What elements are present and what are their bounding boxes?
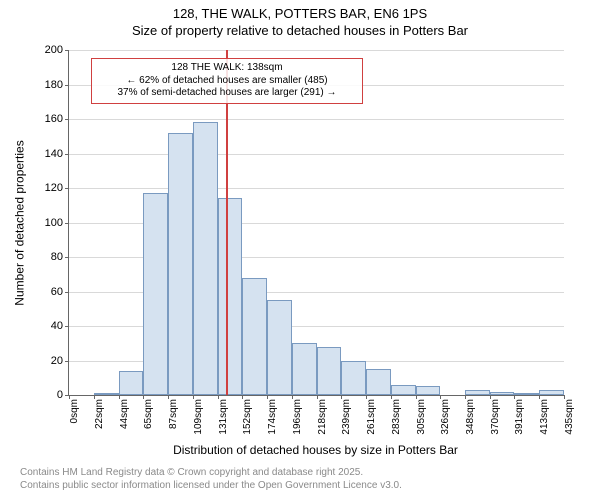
y-tick-label: 40 — [51, 320, 69, 332]
y-tick-label: 140 — [45, 148, 69, 160]
histogram-bar — [119, 371, 143, 395]
histogram-bar — [193, 122, 218, 395]
x-tick-label: 0sqm — [69, 395, 80, 423]
footer-line1: Contains HM Land Registry data © Crown c… — [20, 467, 402, 480]
x-tick-label: 239sqm — [341, 395, 352, 435]
x-tick-label: 348sqm — [465, 395, 476, 435]
x-axis-label: Distribution of detached houses by size … — [68, 443, 563, 457]
histogram-bar — [267, 300, 292, 395]
annotation-box: 128 THE WALK: 138sqm← 62% of detached ho… — [91, 58, 363, 104]
x-tick-label: 152sqm — [242, 395, 253, 435]
histogram-bar — [416, 386, 440, 395]
x-tick-label: 370sqm — [490, 395, 501, 435]
chart-footer: Contains HM Land Registry data © Crown c… — [20, 467, 402, 492]
annotation-line2: ← 62% of detached houses are smaller (48… — [98, 75, 356, 88]
x-tick-label: 218sqm — [317, 395, 328, 435]
y-tick-label: 180 — [45, 79, 69, 91]
x-tick-label: 326sqm — [440, 395, 451, 435]
annotation-line1: 128 THE WALK: 138sqm — [98, 62, 356, 75]
histogram-bar — [366, 369, 391, 395]
histogram-bar — [218, 198, 242, 395]
grid-line — [69, 188, 564, 189]
x-tick-label: 109sqm — [193, 395, 204, 435]
x-tick-label: 22sqm — [94, 395, 105, 429]
x-tick-label: 261sqm — [366, 395, 377, 435]
histogram-bar — [341, 361, 366, 396]
x-tick-label: 174sqm — [267, 395, 278, 435]
x-tick-label: 65sqm — [143, 395, 154, 429]
title-line1: 128, THE WALK, POTTERS BAR, EN6 1PS — [0, 6, 600, 21]
plot-area: 020406080100120140160180200128 THE WALK:… — [68, 50, 564, 396]
histogram-bar — [143, 193, 168, 395]
annotation-line3: 37% of semi-detached houses are larger (… — [98, 87, 356, 100]
grid-line — [69, 154, 564, 155]
chart-title: 128, THE WALK, POTTERS BAR, EN6 1PS Size… — [0, 6, 600, 38]
histogram-bar — [242, 278, 267, 395]
x-tick-label: 196sqm — [292, 395, 303, 435]
y-tick-label: 0 — [57, 389, 69, 401]
histogram-bar — [168, 133, 193, 395]
y-tick-label: 60 — [51, 286, 69, 298]
x-tick-label: 391sqm — [514, 395, 525, 435]
x-tick-label: 87sqm — [168, 395, 179, 429]
title-line2: Size of property relative to detached ho… — [0, 23, 600, 38]
y-tick-label: 80 — [51, 251, 69, 263]
footer-line2: Contains public sector information licen… — [20, 480, 402, 493]
x-tick-label: 131sqm — [218, 395, 229, 435]
y-tick-label: 120 — [45, 182, 69, 194]
y-axis-label: Number of detached properties — [12, 50, 28, 395]
x-tick-label: 44sqm — [119, 395, 130, 429]
histogram-chart: 128, THE WALK, POTTERS BAR, EN6 1PS Size… — [0, 0, 600, 500]
x-tick-label: 413sqm — [539, 395, 550, 435]
x-tick-label: 435sqm — [564, 395, 575, 435]
y-tick-label: 160 — [45, 113, 69, 125]
y-tick-label: 20 — [51, 355, 69, 367]
grid-line — [69, 119, 564, 120]
grid-line — [69, 50, 564, 51]
x-tick-label: 283sqm — [391, 395, 402, 435]
x-tick-label: 305sqm — [416, 395, 427, 435]
y-tick-label: 100 — [45, 217, 69, 229]
histogram-bar — [292, 343, 317, 395]
histogram-bar — [391, 385, 416, 395]
y-tick-label: 200 — [45, 44, 69, 56]
histogram-bar — [317, 347, 341, 395]
